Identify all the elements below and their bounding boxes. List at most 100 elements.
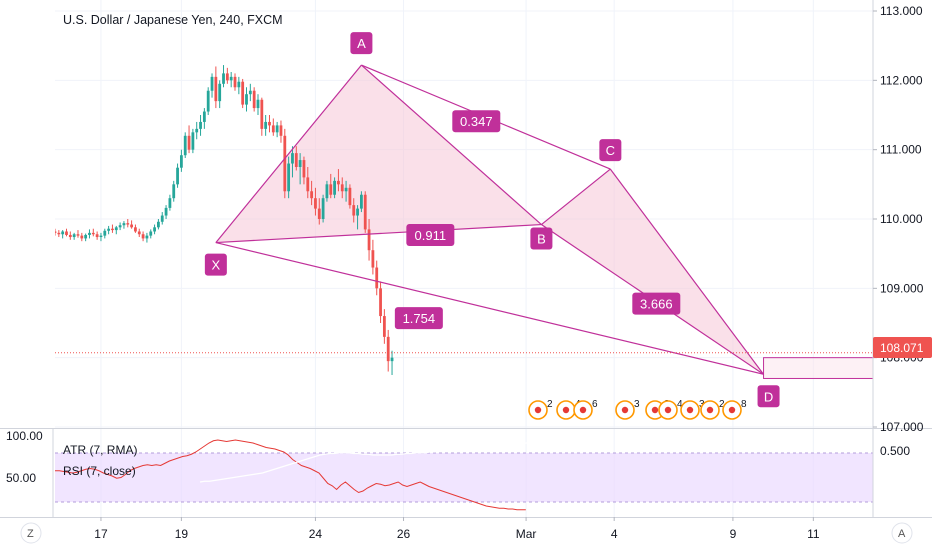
candle-body[interactable] xyxy=(145,235,149,239)
candle-body[interactable] xyxy=(153,227,156,232)
candle-body[interactable] xyxy=(114,227,118,231)
candle-body[interactable] xyxy=(248,90,252,95)
rsi-line[interactable] xyxy=(55,439,526,511)
leg-bc[interactable] xyxy=(541,168,611,226)
ratio-label-0-347[interactable]: 0.347 xyxy=(452,110,501,133)
candle-body[interactable] xyxy=(168,198,172,208)
candle-body[interactable] xyxy=(233,76,237,88)
candle-body[interactable] xyxy=(137,231,141,235)
candle-body[interactable] xyxy=(302,160,306,178)
candle-body[interactable] xyxy=(279,125,283,136)
candle-body[interactable] xyxy=(57,232,61,235)
candle-body[interactable] xyxy=(107,228,111,231)
candle-body[interactable] xyxy=(149,231,153,236)
event-marker[interactable]: 6 xyxy=(573,399,598,420)
candle-body[interactable] xyxy=(271,125,275,133)
target-box-group[interactable] xyxy=(763,357,932,379)
point-label-a[interactable]: A xyxy=(350,32,373,55)
candle-body[interactable] xyxy=(195,128,199,133)
candle-body[interactable] xyxy=(314,198,317,209)
harmonic-pattern-fill[interactable] xyxy=(215,65,764,375)
candle-body[interactable] xyxy=(54,231,57,233)
candle-body[interactable] xyxy=(134,227,137,232)
candle-body[interactable] xyxy=(76,234,80,236)
point-label-c[interactable]: C xyxy=(599,139,622,162)
candle-body[interactable] xyxy=(375,267,379,289)
candle-body[interactable] xyxy=(187,135,191,150)
leg-xa[interactable] xyxy=(215,64,362,243)
candle-body[interactable] xyxy=(275,125,279,133)
candle-body[interactable] xyxy=(363,194,367,230)
candle-body[interactable] xyxy=(352,205,356,216)
candle-body[interactable] xyxy=(80,235,84,239)
candle-body[interactable] xyxy=(294,153,298,167)
candle-body[interactable] xyxy=(95,234,99,238)
leg-xd[interactable] xyxy=(215,241,764,375)
pattern-triangle-bcd[interactable] xyxy=(541,169,764,375)
candle-body[interactable] xyxy=(84,234,88,239)
zoom-corner-button[interactable] xyxy=(20,522,42,544)
event-marker[interactable]: 2 xyxy=(700,399,725,420)
candle-body[interactable] xyxy=(291,153,294,164)
point-label-d[interactable]: D xyxy=(757,385,780,408)
candle-body[interactable] xyxy=(141,234,145,239)
indicator-pane[interactable] xyxy=(55,439,873,511)
atr-line[interactable] xyxy=(199,440,580,483)
candle-body[interactable] xyxy=(256,99,260,109)
candle-body[interactable] xyxy=(126,223,130,225)
ratio-label-3-666[interactable]: 3.666 xyxy=(632,292,681,315)
candle-body[interactable] xyxy=(298,160,302,167)
point-label-b[interactable]: B xyxy=(530,227,553,250)
candle-body[interactable] xyxy=(199,121,202,129)
point-label-x[interactable]: X xyxy=(204,253,227,276)
candle-body[interactable] xyxy=(157,221,160,228)
candle-body[interactable] xyxy=(264,121,268,129)
candle-body[interactable] xyxy=(118,225,122,228)
candle-body[interactable] xyxy=(317,208,321,219)
candle-body[interactable] xyxy=(340,184,344,192)
candle-body[interactable] xyxy=(306,177,310,192)
candle-body[interactable] xyxy=(68,234,72,238)
candle-body[interactable] xyxy=(283,135,287,192)
leg-cd[interactable] xyxy=(609,168,765,375)
candle-body[interactable] xyxy=(390,357,394,362)
candle-body[interactable] xyxy=(164,207,168,216)
candle-body[interactable] xyxy=(210,76,214,91)
candle-body[interactable] xyxy=(356,208,359,216)
candle-body[interactable] xyxy=(245,94,248,105)
candle-body[interactable] xyxy=(91,232,95,235)
ratio-label-0-911[interactable]: 0.911 xyxy=(406,223,455,246)
candle-body[interactable] xyxy=(371,250,375,268)
candle-body[interactable] xyxy=(122,223,126,226)
candle-body[interactable] xyxy=(225,73,229,81)
candle-body[interactable] xyxy=(202,111,206,122)
candle-body[interactable] xyxy=(329,184,333,195)
candle-body[interactable] xyxy=(179,155,183,168)
candle-body[interactable] xyxy=(252,90,256,109)
pattern-triangle-xab[interactable] xyxy=(215,65,542,243)
candle-body[interactable] xyxy=(386,336,390,362)
candle-body[interactable] xyxy=(268,121,271,126)
candle-body[interactable] xyxy=(360,194,363,209)
candle-body[interactable] xyxy=(172,184,176,199)
event-marker[interactable]: 4 xyxy=(658,399,683,420)
candle-body[interactable] xyxy=(344,187,348,192)
candle-body[interactable] xyxy=(310,191,314,199)
candle-body[interactable] xyxy=(103,230,107,236)
leg-ab[interactable] xyxy=(361,64,542,225)
leg-xb[interactable] xyxy=(215,223,542,244)
candle-body[interactable] xyxy=(321,198,325,219)
candle-body[interactable] xyxy=(160,215,164,222)
event-marker[interactable]: 8 xyxy=(722,399,747,420)
candle-body[interactable] xyxy=(379,288,382,317)
candle-body[interactable] xyxy=(241,81,245,105)
candle-body[interactable] xyxy=(382,316,386,337)
event-markers[interactable]: 246334328 xyxy=(528,399,747,420)
candle-body[interactable] xyxy=(348,187,352,206)
candle-body[interactable] xyxy=(88,232,91,235)
event-marker[interactable]: 3 xyxy=(615,399,640,420)
target-zone-box[interactable] xyxy=(763,357,932,379)
candle-body[interactable] xyxy=(61,231,65,235)
candle-body[interactable] xyxy=(214,76,218,102)
candle-body[interactable] xyxy=(287,163,291,192)
